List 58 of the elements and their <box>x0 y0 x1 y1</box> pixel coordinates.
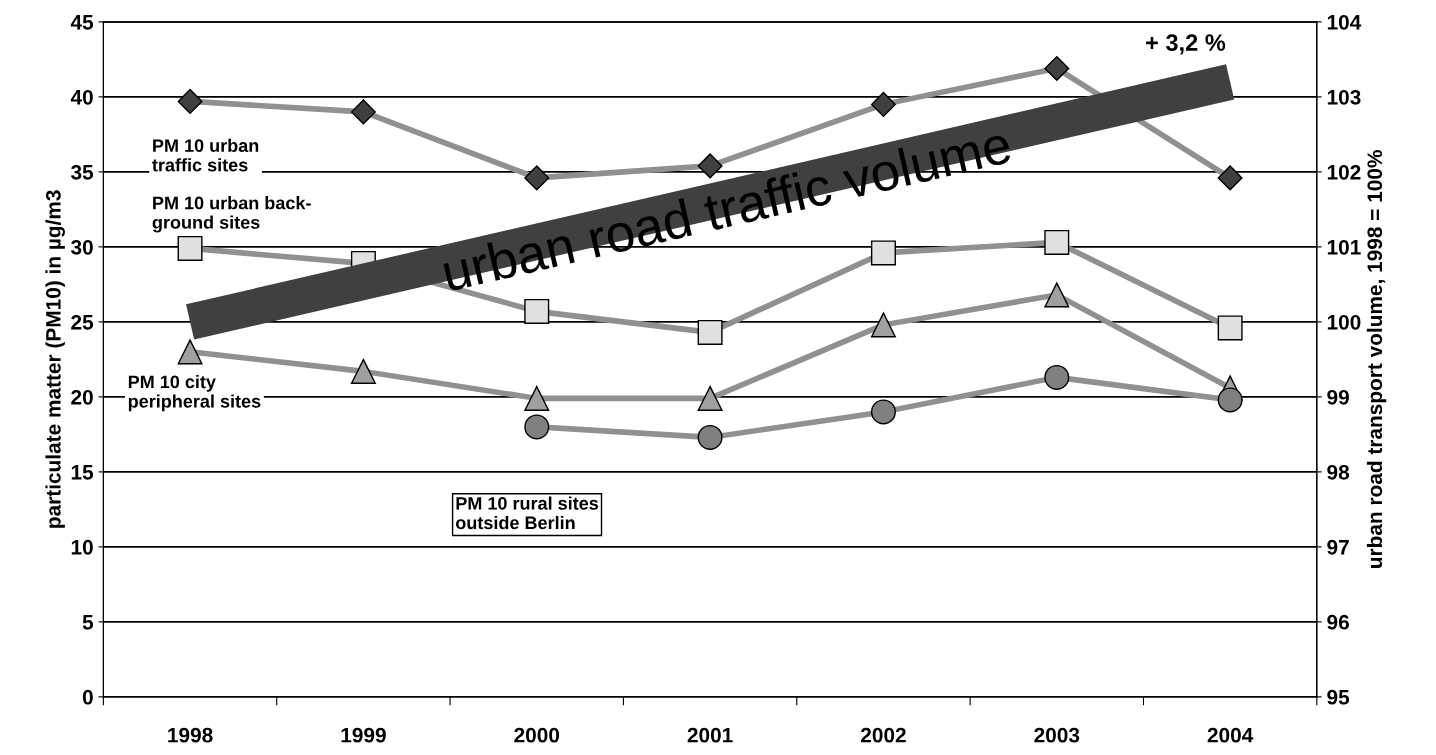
x-tick-label: 2001 <box>687 727 733 743</box>
y-axis-title: particulate matter (PM10) in µg/m3 <box>45 190 65 528</box>
x-tick-label: 2003 <box>1034 727 1080 743</box>
point <box>870 91 896 117</box>
y2-tick-label: 96 <box>1327 614 1349 630</box>
point <box>1044 282 1070 308</box>
point <box>870 240 896 266</box>
y2-tick-label: 104 <box>1327 14 1362 30</box>
text: PM 10 rural sites outside Berlin <box>455 496 599 530</box>
point <box>1217 387 1243 413</box>
y2-tick-label: 98 <box>1327 464 1350 480</box>
series-label: PM 10 city peripheral sites <box>128 374 261 412</box>
point <box>1044 364 1070 390</box>
y-tick-label: 0 <box>82 689 93 705</box>
y2-tick-label: 101 <box>1327 239 1361 255</box>
point <box>697 319 723 345</box>
y2-tick-label: 95 <box>1327 689 1350 705</box>
annotation: + 3,2 % <box>1146 34 1226 55</box>
point <box>697 385 723 411</box>
x-tick-label: 2000 <box>514 727 560 743</box>
y-tick-label: 20 <box>71 389 93 405</box>
x-tick-label: 1998 <box>168 727 213 743</box>
text: urban road traffic volume <box>441 124 1013 292</box>
point <box>350 99 376 125</box>
series-label: PM 10 urban back- ground sites <box>152 196 311 233</box>
y-tick-label: 45 <box>70 15 94 30</box>
y-tick-label: 30 <box>70 239 93 255</box>
y-tick-label: 5 <box>82 615 94 630</box>
y2-tick-label: 103 <box>1327 89 1361 105</box>
point <box>177 88 203 114</box>
point <box>524 165 550 191</box>
point <box>524 414 550 440</box>
y-tick-label: 40 <box>70 89 93 105</box>
point <box>870 399 896 425</box>
point <box>350 358 376 384</box>
point <box>1217 165 1243 191</box>
point <box>177 235 203 261</box>
point <box>1217 315 1243 341</box>
y2-tick-label: 100 <box>1327 314 1361 330</box>
point <box>870 312 896 338</box>
y-tick-label: 35 <box>70 164 94 180</box>
point <box>1044 229 1070 255</box>
x-tick-label: 1999 <box>341 727 386 743</box>
y2-axis-title: urban road transport volume, 1998 = 100% <box>1366 150 1387 568</box>
y-tick-label: 25 <box>71 314 94 330</box>
series-label: PM 10 urban traffic sites <box>152 138 259 172</box>
point <box>524 385 550 411</box>
y-tick-label: 15 <box>71 465 94 480</box>
x-tick-label: 2002 <box>861 727 906 743</box>
y-tick-label: 10 <box>71 539 93 555</box>
point <box>1044 55 1070 81</box>
y2-tick-label: 99 <box>1327 389 1349 405</box>
point <box>697 424 723 450</box>
point <box>177 339 203 365</box>
y2-tick-label: 102 <box>1327 164 1361 180</box>
x-tick-label: 2004 <box>1207 727 1254 743</box>
point <box>524 298 550 324</box>
y2-tick-label: 97 <box>1327 539 1349 555</box>
